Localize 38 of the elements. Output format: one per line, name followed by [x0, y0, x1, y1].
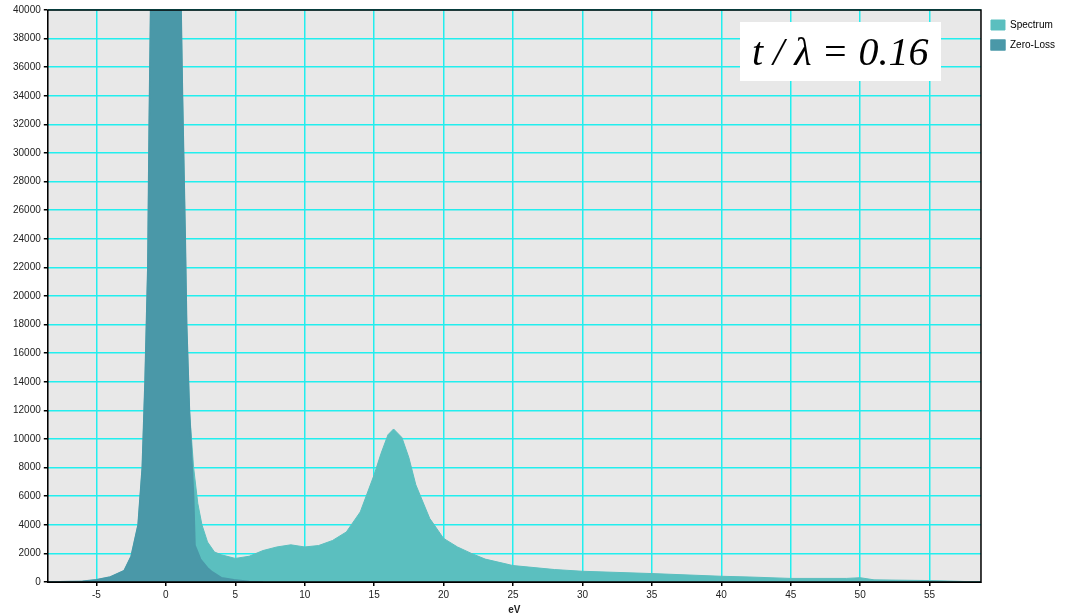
y-tick-label: 40000 [13, 3, 42, 15]
y-tick-label: 26000 [13, 203, 42, 215]
x-tick-label: 5 [232, 588, 239, 600]
y-tick-label: 36000 [13, 60, 42, 72]
legend-label: Spectrum [1009, 18, 1053, 30]
x-tick-label: 40 [715, 588, 728, 600]
y-tick-label: 0 [35, 575, 42, 587]
y-tick-label: 20000 [13, 289, 42, 301]
x-tick-label: 20 [438, 588, 450, 600]
y-tick-label: 12000 [13, 404, 42, 416]
y-tick-label: 28000 [13, 175, 42, 187]
x-tick-label: 10 [299, 588, 311, 600]
y-tick-label: 34000 [13, 89, 42, 101]
x-tick-label: 55 [924, 588, 936, 600]
y-tick-label: 4000 [18, 518, 42, 530]
x-tick-label: 25 [507, 588, 520, 600]
x-tick-label: 30 [576, 588, 589, 600]
x-tick-label: -5 [91, 588, 102, 600]
x-axis-title: eV [508, 603, 521, 615]
y-tick-label: 22000 [13, 261, 42, 273]
legend-label: Zero-Loss [1009, 38, 1055, 50]
x-tick-label: 45 [785, 588, 797, 600]
annotation: t / λ = 0.16 [740, 22, 941, 81]
y-tick-label: 10000 [13, 432, 42, 444]
x-tick-label: 15 [368, 588, 381, 600]
y-tick-label: 2000 [18, 547, 42, 559]
y-tick-label: 38000 [13, 32, 42, 44]
x-tick-label: 50 [854, 588, 867, 600]
y-tick-label: 14000 [13, 375, 42, 387]
y-tick-label: 18000 [13, 318, 42, 330]
x-tick-label: 35 [646, 588, 658, 600]
y-tick-label: 30000 [13, 146, 42, 158]
y-tick-label: 32000 [13, 118, 42, 130]
y-tick-label: 24000 [13, 232, 42, 244]
y-tick-label: 8000 [18, 461, 42, 473]
y-tick-label: 6000 [18, 489, 42, 501]
y-tick-label: 16000 [13, 346, 42, 358]
x-tick-label: 0 [163, 588, 170, 600]
